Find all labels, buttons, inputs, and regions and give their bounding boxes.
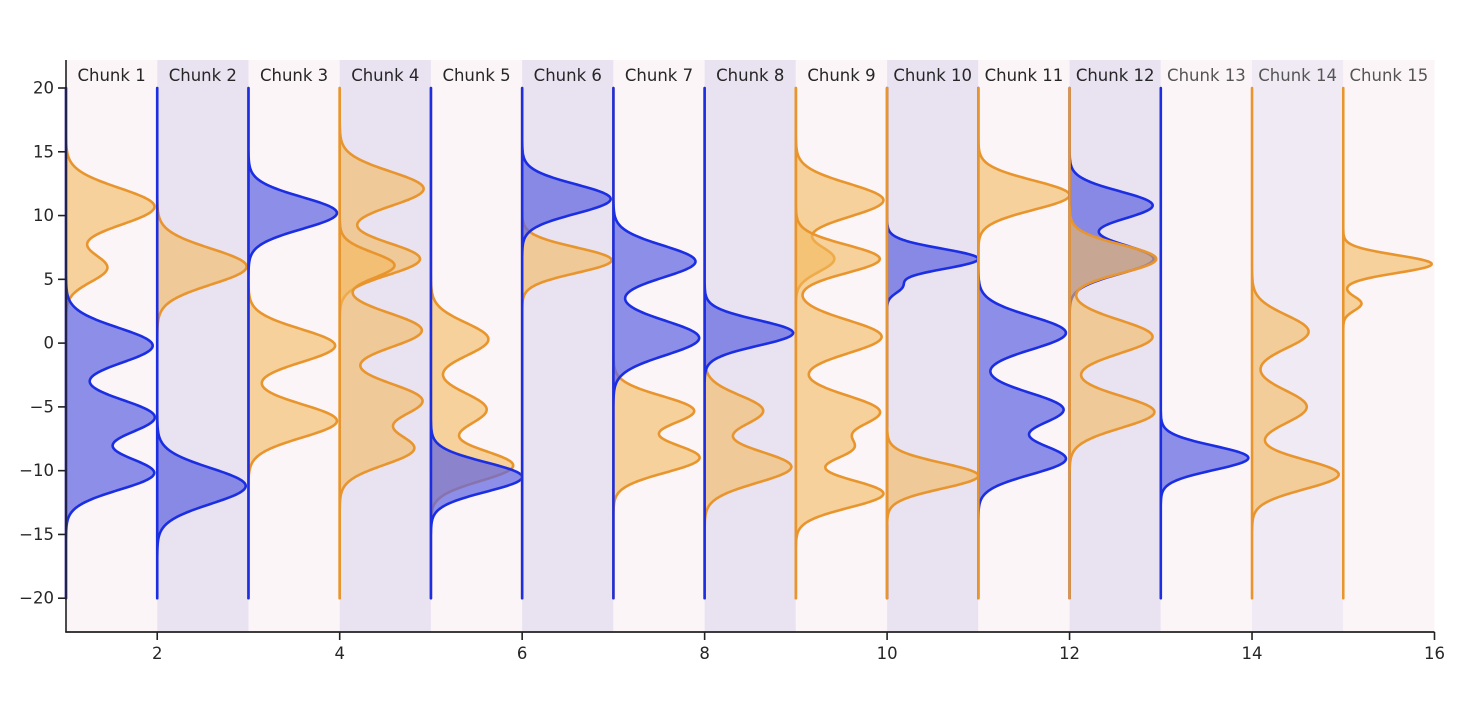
x-tick-label: 2 xyxy=(152,644,163,663)
chunk-label: Chunk 5 xyxy=(442,66,510,85)
x-tick-label: 10 xyxy=(877,644,898,663)
y-tick-label: 0 xyxy=(44,334,55,353)
kde-curve-blue xyxy=(612,86,701,600)
x-tick-label: 12 xyxy=(1059,644,1080,663)
chunk-label: Chunk 13 xyxy=(1167,66,1246,85)
y-tick-label: 10 xyxy=(33,206,54,225)
chunk-band xyxy=(1160,60,1253,632)
kde-curve-orange xyxy=(1250,86,1340,600)
y-tick-label: 15 xyxy=(33,142,54,161)
chunk-label: Chunk 14 xyxy=(1258,66,1337,85)
kde-curve-blue xyxy=(520,86,612,600)
x-tick-label: 4 xyxy=(334,644,345,663)
kde-curve-orange xyxy=(794,86,885,600)
kde-curve-blue xyxy=(429,86,524,600)
chunk-label: Chunk 15 xyxy=(1350,66,1429,85)
kde-curve-blue xyxy=(155,86,248,600)
y-tick-label: −15 xyxy=(19,525,54,544)
x-tick-label: 14 xyxy=(1242,644,1263,663)
kde-curve-orange xyxy=(885,86,980,600)
x-tick-label: 8 xyxy=(699,644,710,663)
chunk-band xyxy=(887,60,979,632)
kde-curve-blue xyxy=(1159,86,1250,600)
chunk-label: Chunk 12 xyxy=(1076,66,1155,85)
kde-curve-blue xyxy=(247,86,339,600)
kde-curve-orange xyxy=(1068,86,1158,600)
chunk-label: Chunk 3 xyxy=(260,66,328,85)
chunk-label: Chunk 6 xyxy=(534,66,602,85)
chunk-label: Chunk 8 xyxy=(716,66,784,85)
y-tick-label: −20 xyxy=(19,589,54,608)
kde-curve-blue xyxy=(703,86,795,600)
y-tick-label: 20 xyxy=(33,79,54,98)
chunk-label: Chunk 11 xyxy=(985,66,1064,85)
kde-curve-orange xyxy=(1341,86,1433,600)
kde-curve-orange xyxy=(977,86,1071,600)
chunk-band xyxy=(157,60,249,632)
chunk-label: Chunk 10 xyxy=(893,66,972,85)
chunk-label: Chunk 4 xyxy=(351,66,419,85)
kde-curve-orange xyxy=(338,86,424,600)
chunk-label: Chunk 2 xyxy=(169,66,237,85)
y-tick-label: 5 xyxy=(44,270,55,289)
chunk-band xyxy=(522,60,614,632)
chunk-label: Chunk 7 xyxy=(625,66,693,85)
chunk-label: Chunk 1 xyxy=(78,66,146,85)
y-tick-label: −5 xyxy=(30,397,54,416)
x-tick-label: 16 xyxy=(1424,644,1445,663)
chunk-label: Chunk 9 xyxy=(807,66,875,85)
chunk-band xyxy=(1343,60,1435,632)
x-tick-label: 6 xyxy=(517,644,528,663)
y-tick-label: −10 xyxy=(19,461,54,480)
